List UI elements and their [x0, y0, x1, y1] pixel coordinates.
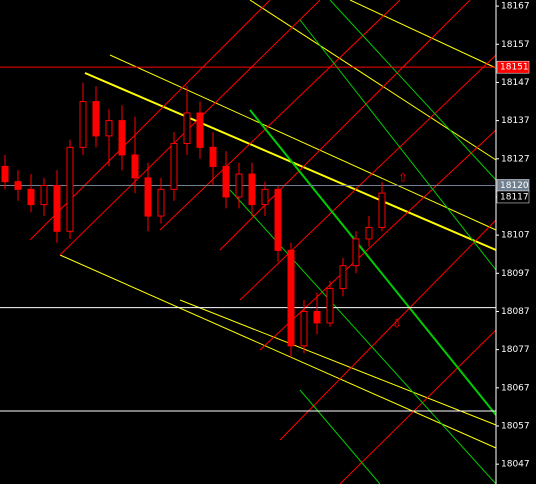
channel-line: [349, 0, 497, 69]
down-arrow: ⇩: [392, 317, 402, 331]
y-tick-label: 18047: [501, 460, 530, 470]
candle-body: [352, 238, 360, 267]
y-tick-label: 18087: [501, 307, 530, 317]
candle-body: [183, 112, 191, 145]
y-tick-label: 18167: [501, 2, 530, 12]
candle-body: [196, 112, 204, 148]
candle-body: [300, 310, 308, 347]
fan-line: [229, 189, 497, 484]
price-tag-label: 18120: [500, 181, 529, 191]
analysis-lines: [0, 0, 497, 484]
fan-line: [259, 129, 497, 351]
candle-body: [313, 310, 321, 324]
y-tick-label: 18147: [501, 78, 530, 88]
up-arrow: ⇧: [398, 171, 408, 185]
fan-line: [159, 0, 401, 231]
candle-body: [118, 120, 126, 156]
candle-body: [131, 154, 139, 179]
fan-line: [299, 389, 381, 484]
fan-line: [329, 0, 497, 181]
y-tick-label: 18067: [501, 383, 530, 393]
candle-body: [326, 288, 334, 324]
fan-line: [249, 109, 497, 416]
candle-body: [79, 101, 87, 148]
candle-body: [144, 177, 152, 217]
price-tag: [496, 60, 530, 74]
price-tag: [496, 190, 530, 204]
y-tick-label: 18157: [501, 40, 530, 50]
fan-line: [239, 54, 497, 301]
candle-body: [170, 143, 178, 190]
candle-body: [222, 165, 230, 198]
candle-body: [105, 120, 113, 137]
candle-body: [261, 188, 269, 206]
y-tick-label: 18137: [501, 116, 530, 126]
candle-body: [53, 185, 61, 232]
channel-line: [249, 0, 497, 161]
candle-body: [40, 185, 48, 206]
candle-body: [27, 188, 35, 206]
fan-line: [299, 19, 497, 271]
candle-body: [339, 265, 347, 290]
fan-line: [219, 0, 471, 251]
candle-body: [287, 249, 295, 347]
y-tick-label: 18097: [501, 269, 530, 279]
price-tag-label: 18151: [500, 63, 529, 73]
candle-body: [235, 173, 243, 198]
candle-body: [274, 188, 282, 251]
fan-line: [339, 329, 497, 484]
channel-line: [179, 299, 497, 426]
y-tick-label: 18077: [501, 345, 530, 355]
y-tick-label: 18057: [501, 421, 530, 431]
candle-body: [378, 192, 386, 228]
y-tick-label: 18127: [501, 154, 530, 164]
fan-line: [279, 219, 497, 441]
channel-line: [59, 254, 497, 449]
candle-body: [66, 146, 74, 232]
candle-body: [14, 181, 22, 190]
price-tag-label: 18117: [500, 192, 529, 202]
candle-body: [248, 173, 256, 206]
y-tick-label: 18107: [501, 231, 530, 241]
candle-body: [1, 165, 9, 183]
candle-body: [365, 226, 373, 240]
candle-body: [157, 188, 165, 217]
channel-line: [109, 54, 497, 231]
candle-body: [209, 146, 217, 167]
candle-body: [92, 101, 100, 137]
